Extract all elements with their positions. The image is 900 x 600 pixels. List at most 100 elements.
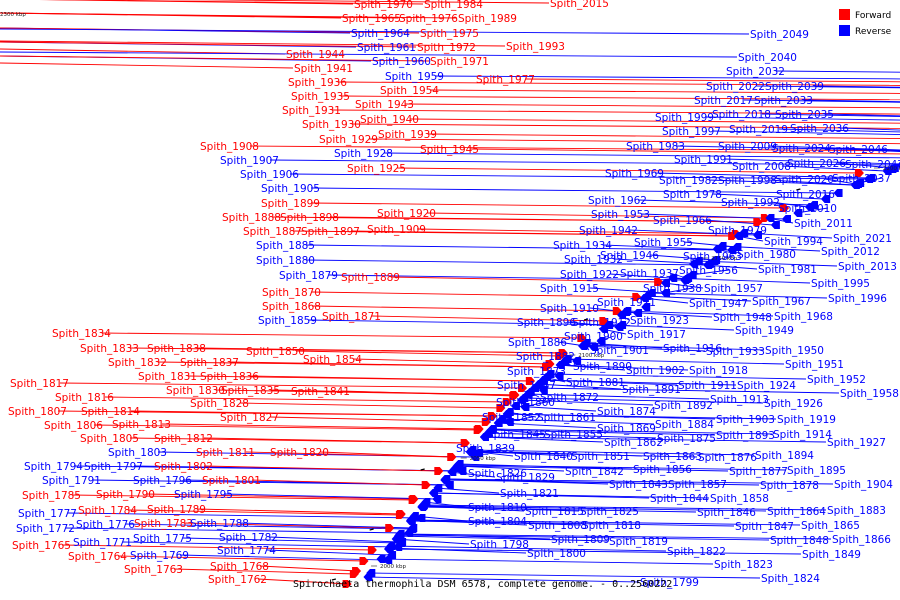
reverse-gene-arrow xyxy=(530,384,540,392)
gene-label: Spith_2012 xyxy=(821,246,880,258)
forward-gene-arrow xyxy=(555,352,565,360)
gene-label: Spith_1917 xyxy=(627,329,686,341)
gene-labels: Spith_1762 Spith_1763Spith_1764Spith_1765… xyxy=(8,0,900,589)
leader-line xyxy=(537,383,622,390)
leader-line xyxy=(0,41,417,48)
gene-label: Spith_1829 xyxy=(496,472,555,484)
gene-label: Spith_1881 xyxy=(566,377,625,389)
reverse-gene-arrow xyxy=(693,257,703,265)
gene-label: Spith_1975 xyxy=(420,28,479,40)
reverse-gene-arrow xyxy=(376,555,386,563)
gene-label: Spith_1914 xyxy=(773,429,832,441)
reverse-gene-arrow xyxy=(467,446,477,454)
gene-label: Spith_1842 xyxy=(565,466,624,478)
leader-line xyxy=(420,506,697,513)
gene-label: Spith_1821 xyxy=(500,488,559,500)
gene-label: Spith_1903 xyxy=(716,414,775,426)
legend-forward-label: Forward xyxy=(855,11,891,21)
leader-line xyxy=(434,75,900,80)
gene-label: Spith_1833 xyxy=(80,343,139,355)
leader-line xyxy=(409,519,801,526)
leader-line xyxy=(203,437,467,444)
leader-line xyxy=(130,410,494,417)
gene-label: Spith_1895 xyxy=(787,465,846,477)
leader-line xyxy=(761,113,900,117)
feature-marker xyxy=(369,528,374,531)
leader-line xyxy=(161,423,481,430)
gene-label: Spith_1776 xyxy=(76,519,135,531)
gene-label: Spith_2036 xyxy=(790,123,849,135)
gene-label: Spith_1887 xyxy=(243,226,302,238)
reverse-gene-arrow xyxy=(555,361,565,369)
gene-label: Spith_1774 xyxy=(217,545,276,557)
gene-label: Spith_1788 xyxy=(190,518,249,530)
leader-line xyxy=(387,547,527,554)
reverse-gene-arrow xyxy=(821,195,831,203)
forward-gene-arrow xyxy=(854,169,864,177)
gene-label: Spith_1840 xyxy=(514,451,573,463)
gene-label: Spith_2019 xyxy=(729,124,788,136)
gene-label: Spith_1976 xyxy=(399,13,458,25)
feature-marker xyxy=(796,188,801,191)
gene-label: Spith_1811 xyxy=(196,447,255,459)
gene-label: Spith_2018 xyxy=(712,109,771,121)
gene-label: Spith_1922 xyxy=(560,269,619,281)
forward-gene-arrow xyxy=(780,204,790,212)
reverse-gene-arrow xyxy=(604,321,614,329)
gene-label: Spith_1861 xyxy=(537,412,596,424)
gene-label: Spith_1825 xyxy=(580,506,639,518)
gene-label: Spith_1945 xyxy=(420,144,479,156)
gene-label: Spith_1935 xyxy=(291,91,350,103)
gene-label: Spith_1949 xyxy=(735,325,794,337)
gene-label: Spith_1831 xyxy=(138,371,197,383)
gene-label: Spith_1959 xyxy=(385,71,444,83)
gene-label: Spith_1870 xyxy=(262,287,321,299)
gene-label: Spith_1834 xyxy=(52,328,111,340)
leader-line xyxy=(46,0,424,5)
legend-reverse-label: Reverse xyxy=(855,27,892,37)
reverse-gene-arrow xyxy=(519,394,529,402)
gene-label: Spith_1906 xyxy=(240,169,299,181)
gene-label: Spith_2040 xyxy=(738,52,797,64)
reverse-gene-arrow xyxy=(805,203,815,211)
gene-label: Spith_1936 xyxy=(288,77,347,89)
gene-label: Spith_1877 xyxy=(729,466,788,478)
leader-line xyxy=(767,179,854,186)
gene-label: Spith_1891 xyxy=(622,384,681,396)
leader-line xyxy=(352,358,552,365)
leader-line xyxy=(821,147,900,153)
gene-label: Spith_1884 xyxy=(655,419,714,431)
leader-line xyxy=(692,263,758,270)
gene-label: Spith_1905 xyxy=(261,183,320,195)
leader-line xyxy=(389,545,667,552)
leader-line xyxy=(470,449,755,456)
leader-line xyxy=(331,109,900,115)
gene-label: Spith_1874 xyxy=(597,406,656,418)
leader-line xyxy=(350,230,735,237)
reverse-gene-arrow xyxy=(453,461,463,469)
gene-label: Spith_2008 xyxy=(732,161,791,173)
gene-label: Spith_1897 xyxy=(301,226,360,238)
leader-line xyxy=(663,282,704,289)
feature-marker xyxy=(420,468,425,471)
leader-line xyxy=(755,85,900,89)
reverse-gene-arrow xyxy=(545,370,555,378)
leader-line xyxy=(482,436,827,443)
gene-label: Spith_1888 xyxy=(222,212,281,224)
gene-label: Spith_1995 xyxy=(811,278,870,290)
gene-label: Spith_1971 xyxy=(430,56,489,68)
genome-caption: Spirochaeta thermophila DSM 6578, comple… xyxy=(293,579,672,590)
gene-label: Spith_1893 xyxy=(716,430,775,442)
gene-label: Spith_1954 xyxy=(380,85,439,97)
leader-line xyxy=(0,28,750,35)
forward-gene-arrow xyxy=(434,467,444,475)
reverse-gene-arrow xyxy=(717,242,727,250)
gene-label: Spith_1771 xyxy=(73,537,132,549)
gene-label: Spith_1763 xyxy=(124,564,183,576)
forward-gene-arrow xyxy=(359,557,369,565)
gene-label: Spith_1855 xyxy=(544,429,603,441)
gene-label: Spith_1913 xyxy=(710,394,769,406)
leader-line xyxy=(450,471,496,478)
gene-label: Spith_1937 xyxy=(620,268,679,280)
leader-line xyxy=(404,103,900,109)
